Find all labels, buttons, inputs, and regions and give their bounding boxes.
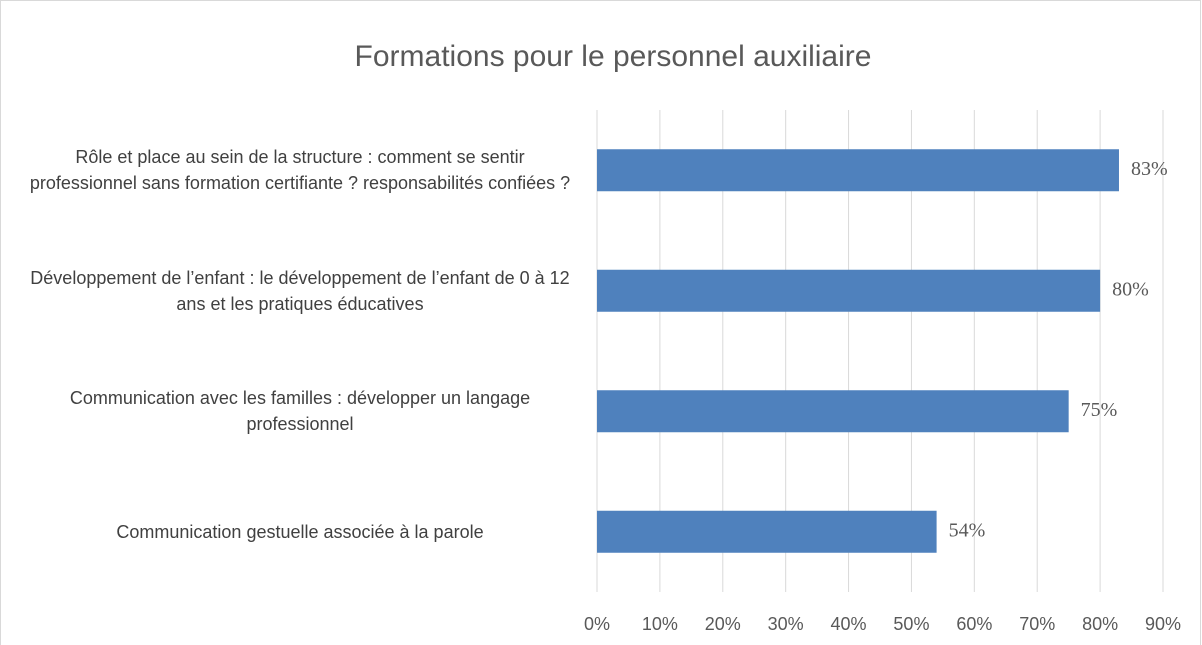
bar [597, 149, 1119, 192]
data-label: 75% [1081, 399, 1118, 421]
x-tick-label: 20% [705, 614, 741, 634]
chart-title: Formations pour le personnel auxiliaire [355, 40, 872, 73]
y-tick-label: Communication avec les familles : dévelo… [69, 388, 531, 435]
x-tick-label: 40% [831, 614, 867, 634]
y-tick-label: Développement de l’enfant : le développe… [30, 267, 570, 314]
x-tick-label: 50% [893, 614, 929, 634]
x-tick-label: 90% [1145, 614, 1181, 634]
data-label: 54% [949, 519, 986, 541]
data-label: 80% [1112, 278, 1149, 300]
x-tick-label: 30% [768, 614, 804, 634]
y-tick-label: Rôle et place au sein de la structure : … [29, 147, 571, 194]
bar [597, 390, 1069, 433]
x-tick-label: 70% [1019, 614, 1055, 634]
bar [597, 269, 1101, 312]
y-tick-label: Communication gestuelle associée à la pa… [116, 521, 484, 542]
bar [597, 510, 937, 553]
x-tick-label: 10% [642, 614, 678, 634]
x-tick-label: 0% [584, 614, 610, 634]
data-label: 83% [1131, 158, 1168, 180]
x-tick-label: 80% [1082, 614, 1118, 634]
x-tick-label: 60% [956, 614, 992, 634]
